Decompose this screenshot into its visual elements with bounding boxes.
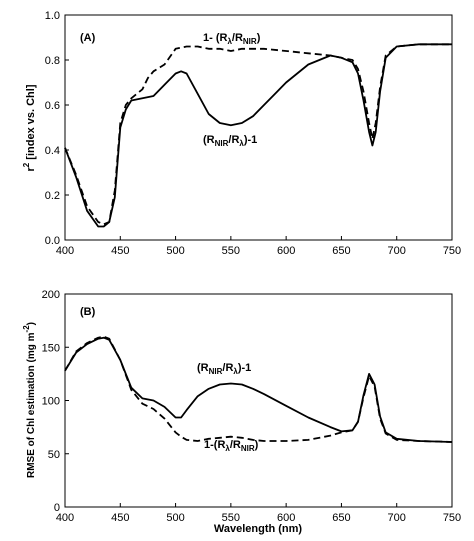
x-tick-label: 600 xyxy=(277,512,295,524)
panel-b: 400 450 500 550 600 650 700 750 0 50 100 150 200 (B… xyxy=(22,289,461,535)
series-line-dashed xyxy=(64,335,453,443)
panel-label: (A) xyxy=(80,32,96,44)
x-tick-label: 550 xyxy=(222,512,240,524)
plot-frame xyxy=(64,293,453,508)
x-tick-label: 750 xyxy=(443,245,461,257)
x-axis-ticks: 400 450 500 550 600 650 700 750 xyxy=(56,503,461,524)
x-tick-label: 400 xyxy=(56,512,74,524)
x-tick-label: 650 xyxy=(332,512,350,524)
y-tick-label: 200 xyxy=(42,289,60,301)
y-tick-label: 150 xyxy=(42,342,60,354)
series-line-solid xyxy=(64,43,452,228)
y-axis-ticks: 0 50 100 150 200 xyxy=(42,289,69,514)
y-tick-label: 0 xyxy=(54,502,60,514)
y-tick-label: 0.4 xyxy=(45,145,60,157)
x-tick-label: 600 xyxy=(277,245,295,257)
series-line-dashed xyxy=(64,43,452,226)
x-axis-ticks: 400 450 500 550 600 650 700 750 xyxy=(56,236,461,257)
y-tick-label: 0.8 xyxy=(45,55,60,67)
x-tick-label: 500 xyxy=(166,245,184,257)
series-layer xyxy=(64,43,452,228)
y-tick-label: 50 xyxy=(48,449,60,461)
series-label-solid: (RNIR/Rλ)-1 xyxy=(197,362,251,376)
series-line-solid xyxy=(64,336,453,443)
series-layer xyxy=(64,335,453,443)
x-tick-label: 750 xyxy=(443,512,461,524)
y-tick-label: 100 xyxy=(42,396,60,408)
x-tick-label: 400 xyxy=(56,245,74,257)
y-tick-label: 1.0 xyxy=(45,10,60,22)
series-label-dashed: 1- (Rλ/RNIR) xyxy=(203,32,261,46)
panel-label: (B) xyxy=(80,306,96,318)
x-tick-label: 700 xyxy=(388,512,406,524)
x-tick-label: 450 xyxy=(111,245,129,257)
y-axis-title: RMSE of Chl estimation (mg m-2) xyxy=(22,322,37,478)
x-tick-label: 700 xyxy=(388,245,406,257)
x-tick-label: 650 xyxy=(332,245,350,257)
x-axis-title: Wavelength (nm) xyxy=(214,523,303,535)
plot-frame xyxy=(64,14,453,241)
series-label-solid: (RNIR/Rλ)-1 xyxy=(203,134,257,148)
y-tick-label: 0.0 xyxy=(45,235,60,247)
x-tick-label: 500 xyxy=(166,512,184,524)
y-tick-label: 0.6 xyxy=(45,100,60,112)
panel-a: 400 450 500 550 600 650 700 750 0.0 0.2 0.4 0.6 0.8… xyxy=(22,10,461,257)
y-axis-title: r2 [index vs. Chl] xyxy=(22,84,37,171)
x-tick-label: 550 xyxy=(222,245,240,257)
y-axis-ticks: 0.0 0.2 0.4 0.6 0.8 1.0 xyxy=(45,10,69,247)
y-tick-label: 0.2 xyxy=(45,190,60,202)
series-label-dashed: 1-(Rλ/RNIR) xyxy=(204,439,259,453)
x-tick-label: 450 xyxy=(111,512,129,524)
